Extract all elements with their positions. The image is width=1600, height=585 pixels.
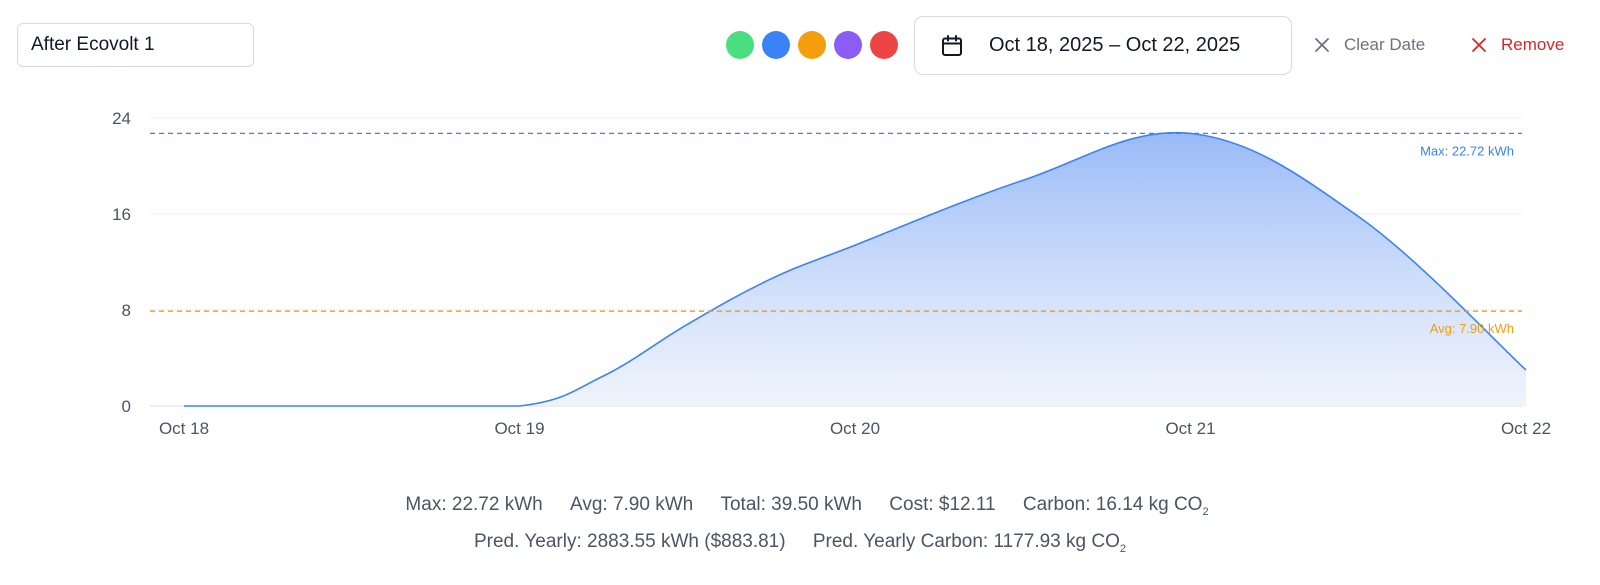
color-swatch-blue[interactable] (762, 31, 790, 59)
stat-carbon: Carbon: 16.14 kg CO2 (1022, 494, 1209, 518)
stat-carbon-text: Carbon: 16.14 kg CO (1022, 494, 1203, 515)
x-tick-label: Oct 22 (1501, 419, 1551, 438)
stat-pred-carbon-subscript: 2 (1119, 543, 1126, 555)
clear-date-button[interactable]: Clear Date (1313, 31, 1425, 59)
y-tick-label: 24 (112, 109, 131, 128)
date-range-label: Oct 18, 2025 – Oct 22, 2025 (989, 34, 1241, 56)
color-swatch-red[interactable] (870, 31, 898, 59)
remove-icon (1472, 38, 1486, 52)
stat-pred-carbon: Pred. Yearly Carbon: 1177.93 kg CO2 (812, 531, 1126, 555)
color-swatch-purple[interactable] (834, 31, 862, 59)
x-tick-label: Oct 19 (494, 419, 544, 438)
stat-carbon-subscript: 2 (1202, 506, 1209, 518)
stat-pred-yearly: Pred. Yearly: 2883.55 kWh ($883.81) (473, 531, 786, 552)
clear-date-label: Clear Date (1344, 35, 1426, 54)
stat-total: Total: 39.50 kWh (720, 494, 863, 515)
stat-cost: Cost: $12.11 (889, 494, 996, 515)
avg-line-label: Avg: 7.90 kWh (1430, 321, 1514, 336)
x-axis-ticks: Oct 18 Oct 19 Oct 20 Oct 21 Oct 22 (159, 419, 1551, 438)
calendar-icon (942, 35, 962, 56)
color-swatch-group (726, 31, 898, 59)
y-tick-label: 8 (122, 301, 131, 320)
stats-prediction-row: Pred. Yearly: 2883.55 kWh ($883.81) Pred… (0, 531, 1600, 555)
remove-label: Remove (1501, 35, 1565, 54)
stat-pred-carbon-text: Pred. Yearly Carbon: 1177.93 kg CO (812, 531, 1120, 552)
y-tick-label: 0 (122, 397, 131, 416)
energy-area-chart: 0 8 16 24 Oct 18 Oct 19 Oct 20 Oct 21 Oct 22 Ma… (112, 109, 1551, 438)
series-line (184, 131, 1527, 407)
stat-max: Max: 22.72 kWh (405, 494, 543, 515)
y-axis-ticks: 0 8 16 24 (112, 109, 131, 416)
area-fill (184, 132, 1526, 406)
stats-summary-row: Max: 22.72 kWh Avg: 7.90 kWh Total: 39.5… (7, 494, 1600, 518)
color-swatch-orange[interactable] (798, 31, 826, 59)
color-swatch-green[interactable] (726, 31, 754, 59)
chart-name-input[interactable] (17, 23, 254, 67)
remove-button[interactable]: Remove (1470, 31, 1564, 59)
x-tick-label: Oct 20 (830, 419, 880, 438)
x-tick-label: Oct 18 (159, 419, 209, 438)
close-icon (1315, 38, 1329, 52)
x-tick-label: Oct 21 (1165, 419, 1215, 438)
date-range-picker[interactable]: Oct 18, 2025 – Oct 22, 2025 (914, 16, 1292, 75)
y-tick-label: 16 (112, 205, 131, 224)
stat-avg: Avg: 7.90 kWh (569, 494, 694, 515)
max-line-label: Max: 22.72 kWh (1420, 143, 1514, 158)
